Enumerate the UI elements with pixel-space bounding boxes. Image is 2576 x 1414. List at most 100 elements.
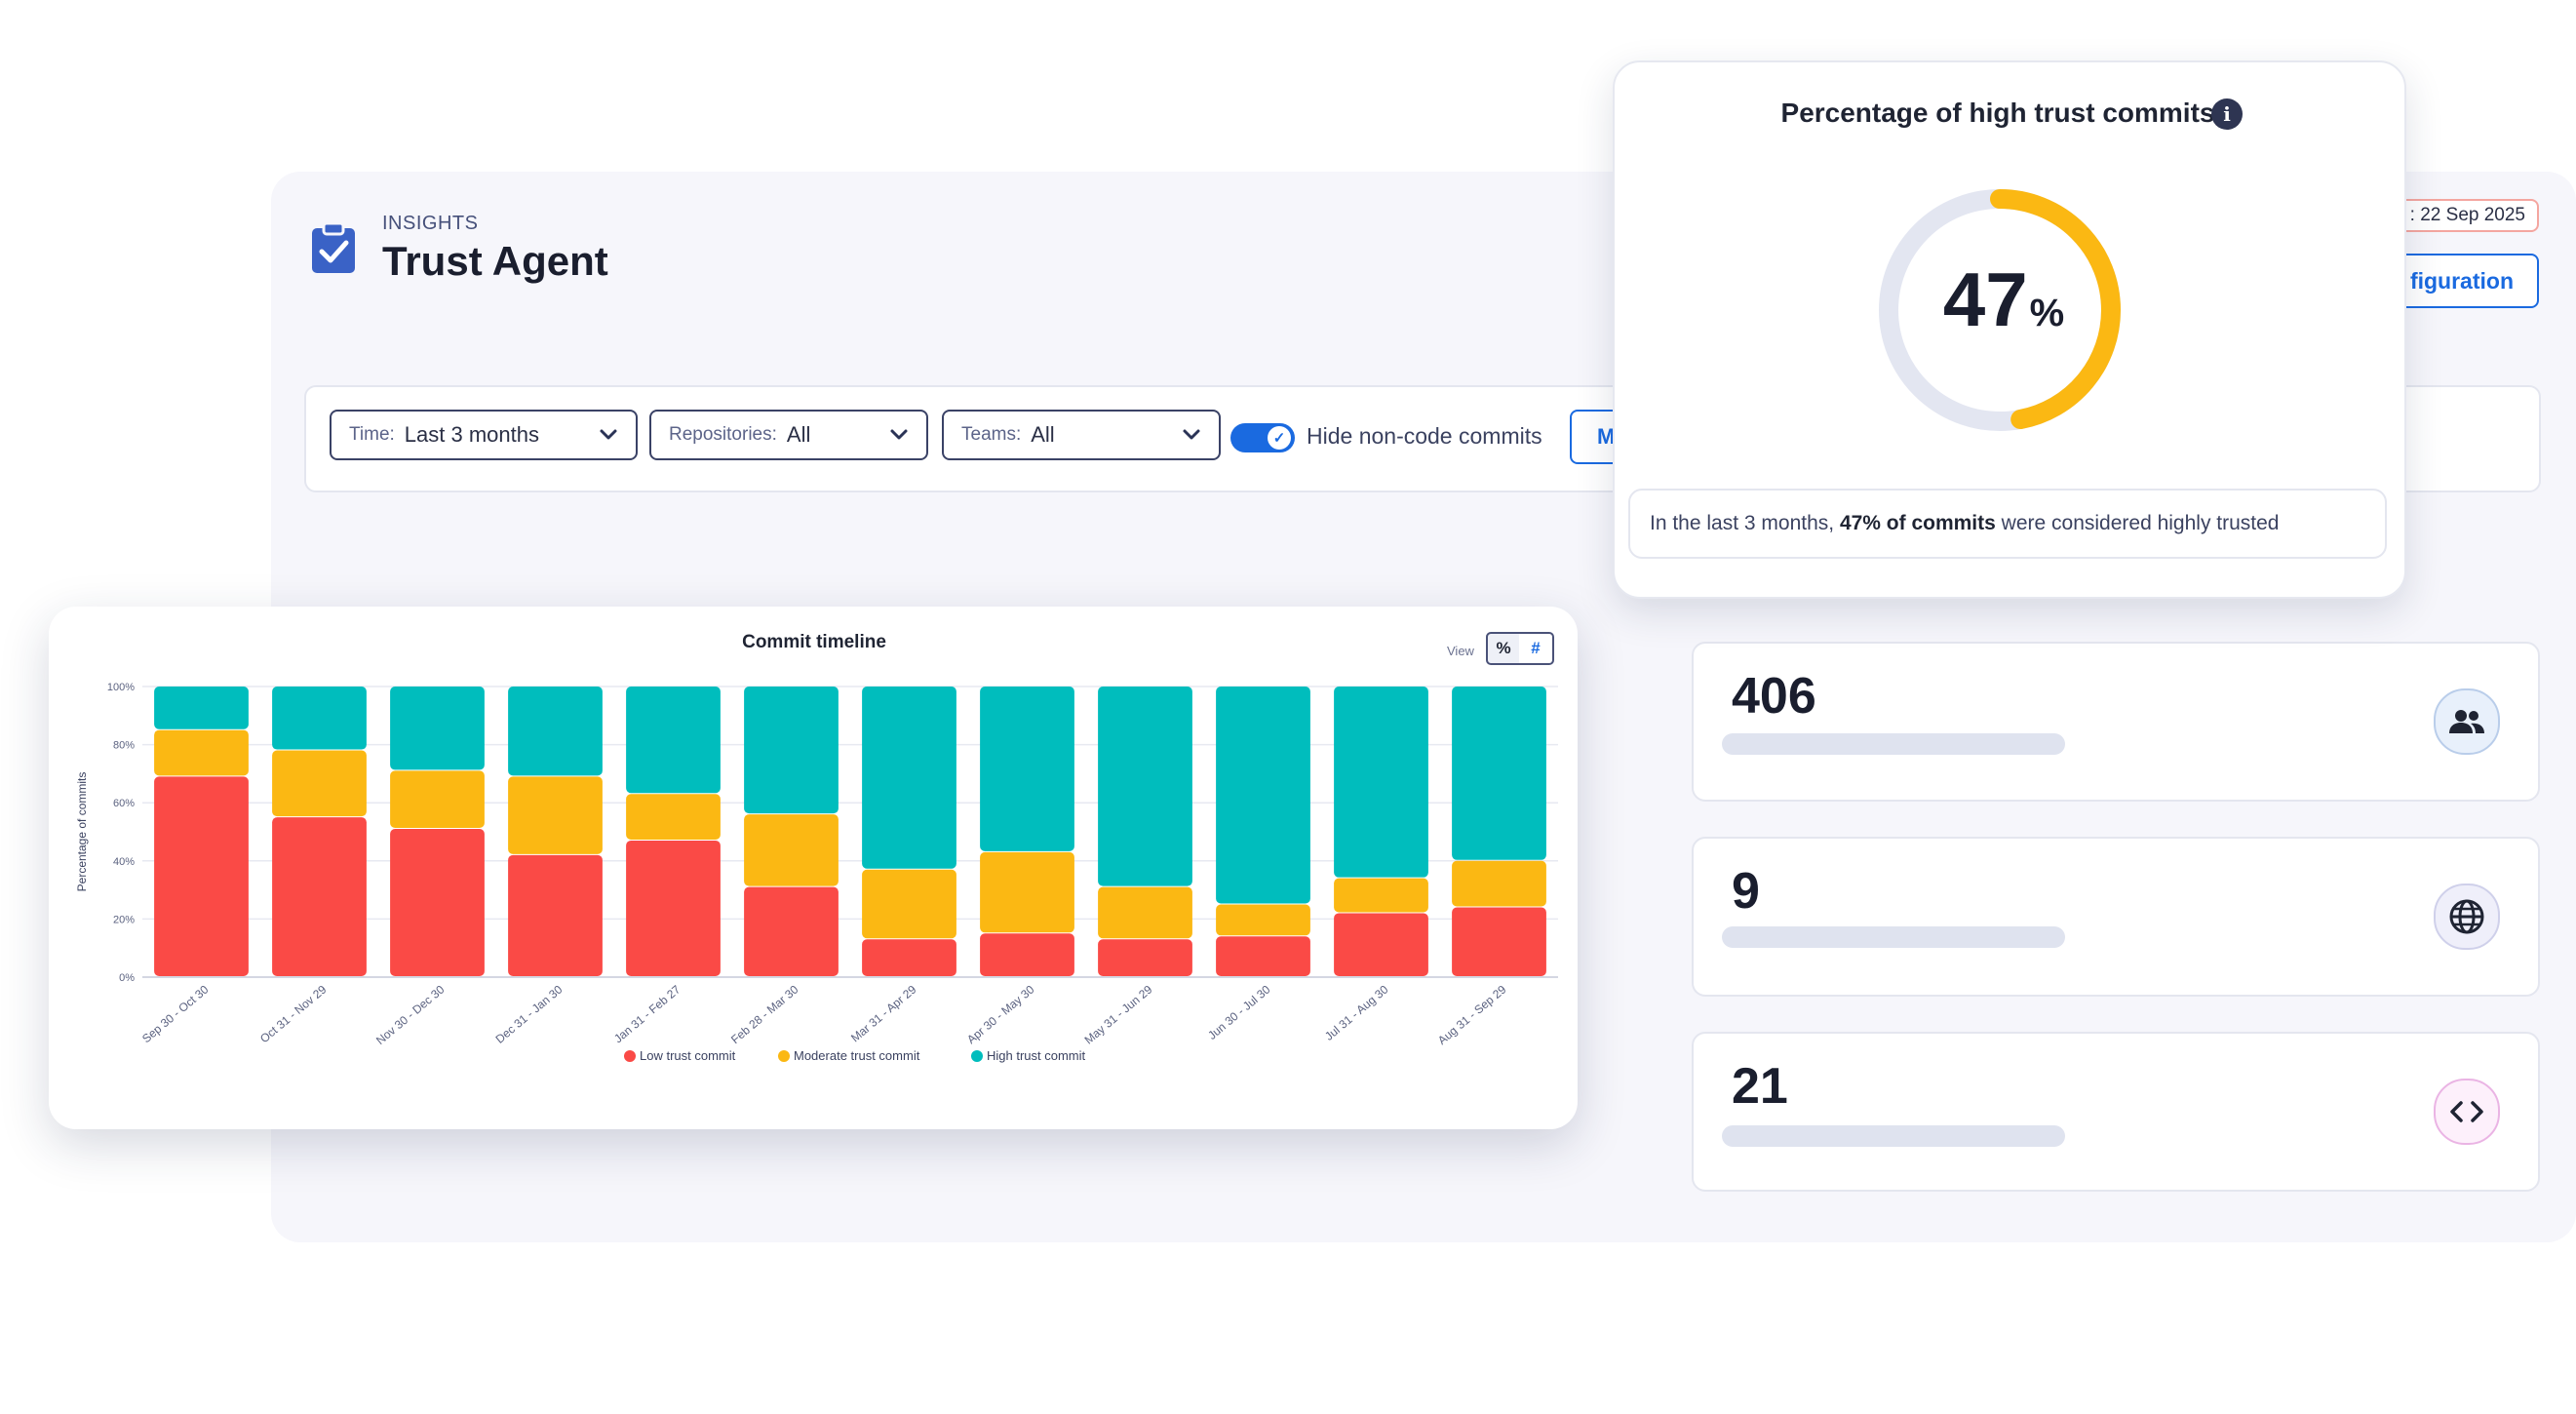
code-icon <box>2434 1079 2500 1145</box>
legend-label: Low trust commit <box>640 1048 736 1063</box>
bar-segment-moderate-trust-commit <box>1452 860 1546 907</box>
bar-segment-high-trust-commit <box>272 687 367 750</box>
bar-segment-high-trust-commit <box>154 687 249 729</box>
hide-noncode-label: Hide non-code commits <box>1307 423 1542 449</box>
teams-filter-label: Teams: <box>961 424 1022 445</box>
x-tick-label: Oct 31 - Nov 29 <box>257 982 330 1045</box>
view-percent-button[interactable]: % <box>1486 632 1521 665</box>
stat-value-contributors: 406 <box>1732 668 1816 725</box>
bar-segment-low-trust-commit <box>744 886 839 976</box>
users-icon <box>2434 688 2500 755</box>
bar-segment-low-trust-commit <box>508 854 603 976</box>
bar-segment-low-trust-commit <box>1334 913 1428 976</box>
teams-filter-select[interactable]: Teams: All <box>942 410 1221 460</box>
x-tick-label: Jul 31 - Aug 30 <box>1322 982 1391 1042</box>
y-tick-label: 80% <box>113 740 135 752</box>
x-tick-label: Feb 28 - Mar 30 <box>728 982 801 1046</box>
high-trust-summary: In the last 3 months, 47% of commits wer… <box>1628 489 2387 559</box>
bar-segment-low-trust-commit <box>390 829 485 976</box>
stat-card-code <box>1692 1032 2540 1192</box>
y-tick-label: 0% <box>119 972 135 984</box>
summary-prefix: In the last 3 months, <box>1650 512 1840 534</box>
bar-segment-high-trust-commit <box>1334 687 1428 878</box>
y-tick-label: 60% <box>113 798 135 809</box>
chevron-down-icon <box>890 429 908 440</box>
high-trust-number: 47 <box>1942 256 2028 342</box>
bar-segment-high-trust-commit <box>508 687 603 776</box>
percent-unit: % <box>2029 292 2065 334</box>
x-tick-label: Mar 31 - Apr 29 <box>848 982 919 1044</box>
bar-segment-low-trust-commit <box>1216 936 1310 976</box>
legend-label: High trust commit <box>987 1048 1086 1063</box>
stat-value-repositories: 9 <box>1732 863 1760 920</box>
view-count-button[interactable]: # <box>1519 632 1554 665</box>
x-tick-label: Jan 31 - Feb 27 <box>611 982 683 1045</box>
check-icon: ✓ <box>1268 426 1291 450</box>
bar-segment-moderate-trust-commit <box>1216 904 1310 936</box>
x-tick-label: Sep 30 - Oct 30 <box>139 982 212 1045</box>
legend-marker <box>624 1050 636 1062</box>
view-label: View <box>1447 644 1474 658</box>
bar-segment-high-trust-commit <box>980 687 1074 851</box>
repositories-filter-value: All <box>786 422 811 447</box>
stat-bar-code <box>1722 1125 2065 1147</box>
bar-segment-low-trust-commit <box>154 776 249 976</box>
y-axis-label: Percentage of commits <box>75 772 89 892</box>
x-tick-label: Nov 30 - Dec 30 <box>373 982 448 1047</box>
summary-suffix: were considered highly trusted <box>1995 512 2280 534</box>
repositories-filter-label: Repositories: <box>669 424 777 445</box>
bar-segment-high-trust-commit <box>744 687 839 814</box>
bar-segment-low-trust-commit <box>1098 939 1192 976</box>
bar-segment-moderate-trust-commit <box>862 869 956 939</box>
globe-icon <box>2434 884 2500 950</box>
chart-title: Commit timeline <box>742 632 886 652</box>
bar-segment-moderate-trust-commit <box>508 776 603 854</box>
bar-segment-moderate-trust-commit <box>1098 886 1192 939</box>
ring-fill-arc <box>1879 189 2121 431</box>
commit-timeline-chart: 0% 20% 40% 60% 80% 100% Percentage of commits S… <box>75 682 1558 1063</box>
stat-card-repositories <box>1692 837 2540 997</box>
x-tick-label: Dec 31 - Jan 30 <box>493 982 566 1045</box>
x-tick-label: Jun 30 - Jul 30 <box>1205 982 1273 1042</box>
legend-marker <box>971 1050 983 1062</box>
bar-segment-moderate-trust-commit <box>626 794 721 840</box>
stat-bar-contributors <box>1722 733 2065 755</box>
high-trust-title: Percentage of high trust commits <box>1780 98 2215 128</box>
page-title: Trust Agent <box>382 238 608 284</box>
y-tick-label: 100% <box>107 682 135 693</box>
legend-marker <box>778 1050 790 1062</box>
y-tick-label: 20% <box>113 914 135 925</box>
time-filter-label: Time: <box>349 424 395 445</box>
info-icon[interactable]: i <box>2211 98 2243 130</box>
bar-segment-moderate-trust-commit <box>272 750 367 817</box>
bar-segment-high-trust-commit <box>1098 687 1192 886</box>
time-filter-value: Last 3 months <box>404 422 539 447</box>
bar-segment-high-trust-commit <box>1216 687 1310 904</box>
stat-bar-repositories <box>1722 926 2065 948</box>
bar-segment-low-trust-commit <box>862 939 956 976</box>
legend-label: Moderate trust commit <box>794 1048 920 1063</box>
repositories-filter-select[interactable]: Repositories: All <box>649 410 928 460</box>
bar-segment-high-trust-commit <box>862 687 956 869</box>
chevron-down-icon <box>600 429 617 440</box>
time-filter-select[interactable]: Time: Last 3 months <box>330 410 638 460</box>
teams-filter-value: All <box>1031 422 1055 447</box>
stat-card-contributors <box>1692 642 2540 802</box>
bar-segment-moderate-trust-commit <box>390 770 485 829</box>
trust-ring <box>1879 189 2121 431</box>
bar-segment-high-trust-commit <box>626 687 721 794</box>
bar-segment-moderate-trust-commit <box>980 851 1074 933</box>
stat-value-code: 21 <box>1732 1058 1788 1115</box>
y-tick-label: 40% <box>113 856 135 868</box>
x-tick-label: Apr 30 - May 30 <box>964 982 1037 1046</box>
x-tick-label: May 31 - Jun 29 <box>1082 982 1155 1046</box>
bar-segment-low-trust-commit <box>980 933 1074 976</box>
bar-segment-low-trust-commit <box>272 817 367 976</box>
high-trust-value: 47% <box>1911 255 2096 344</box>
bar-segment-low-trust-commit <box>626 840 721 976</box>
bar-segment-high-trust-commit <box>1452 687 1546 860</box>
summary-highlight: 47% of commits <box>1839 512 1996 534</box>
bar-segment-moderate-trust-commit <box>154 729 249 776</box>
x-tick-label: Aug 31 - Sep 29 <box>1435 982 1509 1047</box>
bar-segment-high-trust-commit <box>390 687 485 770</box>
